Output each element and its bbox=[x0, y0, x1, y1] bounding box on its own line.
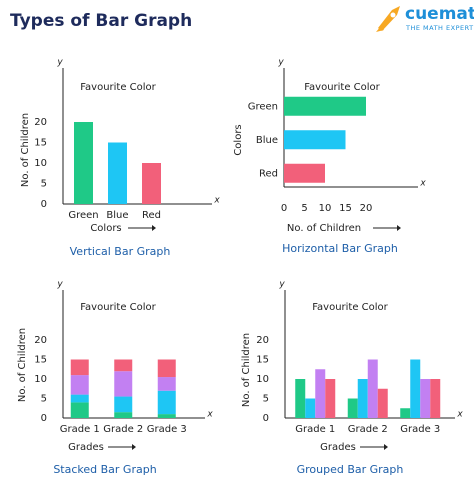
y-axis-label: Colors bbox=[233, 124, 244, 155]
category-label: Grade 1 bbox=[60, 424, 100, 435]
y-tick-label: 15 bbox=[34, 355, 47, 366]
bar bbox=[295, 379, 306, 418]
y-axis-name: y bbox=[277, 58, 284, 68]
category-label: Grade 3 bbox=[400, 424, 440, 435]
logo-tagline: THE MATH EXPERT bbox=[405, 24, 474, 32]
label-arrow-head bbox=[397, 225, 401, 231]
y-axis-name: y bbox=[56, 280, 63, 290]
bar bbox=[315, 369, 326, 418]
bar-segment bbox=[70, 394, 89, 403]
y-axis-name: y bbox=[56, 58, 63, 68]
y-tick-label: 0 bbox=[263, 413, 269, 424]
category-label: Green bbox=[248, 101, 278, 112]
x-tick-label: 10 bbox=[319, 203, 332, 214]
x-tick-label: 15 bbox=[339, 203, 352, 214]
bar bbox=[142, 163, 161, 204]
category-label: Blue bbox=[106, 210, 128, 221]
y-tick-label: 0 bbox=[41, 199, 47, 210]
chart-caption: Grouped Bar Graph bbox=[297, 463, 404, 476]
bar bbox=[430, 379, 441, 418]
bar-segment bbox=[114, 371, 133, 397]
bar bbox=[410, 359, 421, 418]
x-tick-label: 0 bbox=[281, 203, 287, 214]
category-label: Red bbox=[142, 210, 161, 221]
category-label: Blue bbox=[256, 135, 278, 146]
category-label: Grade 3 bbox=[147, 424, 187, 435]
bar bbox=[377, 388, 388, 418]
chart-caption: Stacked Bar Graph bbox=[53, 463, 156, 476]
bar bbox=[357, 379, 368, 418]
bar-segment bbox=[157, 377, 176, 391]
logo-icon bbox=[376, 6, 400, 32]
y-tick-label: 15 bbox=[256, 355, 269, 366]
bar bbox=[108, 142, 127, 204]
chart-title: Favourite Color bbox=[80, 82, 156, 93]
y-tick-label: 20 bbox=[256, 335, 269, 346]
y-tick-label: 10 bbox=[34, 374, 47, 385]
y-tick-label: 5 bbox=[41, 179, 47, 190]
bar bbox=[284, 96, 366, 116]
category-label: Green bbox=[68, 210, 98, 221]
bar bbox=[420, 379, 431, 418]
page-title: Types of Bar Graph bbox=[10, 11, 192, 31]
y-tick-label: 20 bbox=[34, 335, 47, 346]
y-tick-label: 0 bbox=[41, 413, 47, 424]
x-axis-label: Grades bbox=[68, 442, 104, 453]
y-tick-label: 10 bbox=[34, 158, 47, 169]
bar bbox=[305, 398, 316, 418]
label-arrow-head bbox=[384, 444, 388, 450]
bar bbox=[325, 379, 336, 418]
chart-title: Favourite Color bbox=[80, 302, 156, 313]
y-tick-label: 5 bbox=[41, 394, 47, 405]
bar-segment bbox=[157, 390, 176, 415]
bar bbox=[284, 163, 325, 183]
bar-segment bbox=[70, 375, 89, 395]
bar-segment bbox=[157, 414, 176, 418]
y-tick-label: 5 bbox=[263, 394, 269, 405]
bar-segment bbox=[114, 412, 133, 418]
bar-segment bbox=[114, 359, 133, 372]
bar bbox=[347, 398, 358, 418]
x-axis-name: x bbox=[456, 410, 463, 420]
y-axis-label: No. of Children bbox=[241, 333, 252, 407]
chart-caption: Horizontal Bar Graph bbox=[282, 242, 398, 255]
x-tick-label: 5 bbox=[301, 203, 307, 214]
x-axis-label: No. of Children bbox=[287, 223, 361, 234]
x-axis-name: x bbox=[206, 410, 213, 420]
y-axis-label: No. of Children bbox=[20, 113, 31, 187]
x-axis-name: x bbox=[213, 196, 220, 206]
bar bbox=[400, 408, 411, 418]
x-axis-name: x bbox=[419, 179, 426, 189]
bar-segment bbox=[70, 359, 89, 376]
logo-text: cuemath bbox=[405, 4, 474, 24]
category-label: Red bbox=[259, 168, 278, 179]
y-axis-label: No. of Children bbox=[17, 328, 28, 402]
chart-caption: Vertical Bar Graph bbox=[70, 245, 171, 258]
y-axis-name: y bbox=[278, 280, 285, 290]
bar bbox=[74, 122, 93, 204]
x-tick-label: 20 bbox=[360, 203, 373, 214]
category-label: Grade 2 bbox=[103, 424, 143, 435]
bar-segment bbox=[70, 402, 89, 418]
bar bbox=[284, 130, 346, 150]
category-label: Grade 2 bbox=[348, 424, 388, 435]
bar bbox=[367, 359, 378, 418]
y-tick-label: 20 bbox=[34, 117, 47, 128]
y-tick-label: 15 bbox=[34, 138, 47, 149]
y-tick-label: 10 bbox=[256, 374, 269, 385]
label-arrow-head bbox=[132, 444, 136, 450]
category-label: Grade 1 bbox=[295, 424, 335, 435]
chart-title: Favourite Color bbox=[312, 302, 388, 313]
label-arrow-head bbox=[152, 225, 156, 231]
bar-segment bbox=[157, 359, 176, 378]
bar-segment bbox=[114, 396, 133, 413]
x-axis-label: Grades bbox=[320, 442, 356, 453]
x-axis-label: Colors bbox=[90, 223, 121, 234]
chart-title: Favourite Color bbox=[304, 82, 380, 93]
